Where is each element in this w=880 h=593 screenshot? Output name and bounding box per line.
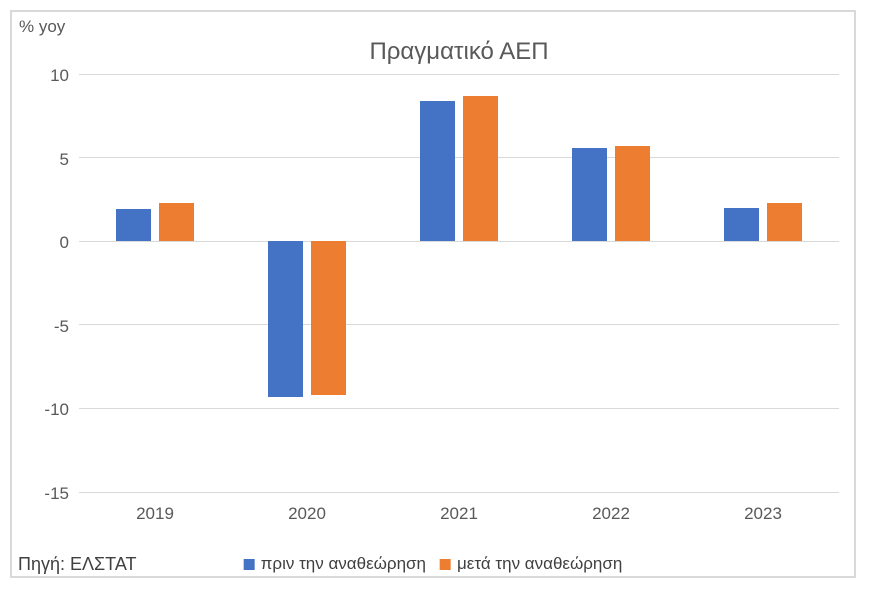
legend-swatch-icon [440,558,451,570]
bar-series2-2022 [615,145,650,242]
bar-series2-2020 [311,241,346,395]
bar-series2-2023 [767,202,802,242]
y-tick-label--15: -15 [44,484,69,503]
chart-frame: % yoy Πραγματικό ΑΕΠ 10 5 0 -5 -10 -15 2019 20… [10,10,856,578]
bar-series2-2021 [463,95,498,242]
gridline-5 [79,157,839,159]
legend-label: μετά την αναθεώρηση [457,554,623,573]
bar-series1-2019 [116,209,151,242]
y-axis-unit-label: % yoy [19,17,66,36]
bar-series2-2019 [159,202,194,242]
legend-item-series1: πριν την αναθεώρηση [243,554,426,574]
gridline--10 [79,407,839,409]
x-tick-label-2019: 2019 [136,504,174,523]
legend-label: πριν την αναθεώρηση [260,554,426,573]
y-tick-label--10: -10 [44,400,69,420]
x-tick-label-2020: 2020 [288,504,326,523]
bar-series1-2020 [268,241,303,397]
x-tick-label-2021: 2021 [440,504,478,523]
y-tick-label-5: 5 [59,149,69,169]
bar-series1-2021 [420,100,455,242]
chart-footer: Πηγή: ΕΛΣΤΑΤ πριν την αναθεώρηση μετά την… [12,552,854,578]
gridline--5 [79,324,839,326]
y-tick-label-0: 0 [59,233,69,253]
y-tick-label-10: 10 [50,66,69,85]
x-tick-label-2022: 2022 [592,504,630,523]
x-axis: 2019 2020 2021 2022 2023 [79,504,839,526]
chart-title: Πραγματικό ΑΕΠ [369,38,549,65]
plot-area: 10 5 0 -5 -10 -15 [44,67,839,502]
gridline-0 [79,240,839,242]
x-tick-label-2023: 2023 [744,504,782,523]
y-tick-label--5: -5 [53,316,69,336]
gridline-10 [79,73,839,75]
legend-item-series2: μετά την αναθεώρηση [440,554,622,574]
legend-swatch-icon [243,558,255,570]
bar-series1-2022 [572,147,607,242]
gridline--15 [79,491,839,493]
bar-series1-2023 [724,207,759,242]
legend: πριν την αναθεώρηση μετά την αναθεώρηση [243,554,622,574]
source-label: Πηγή: ΕΛΣΤΑΤ [18,554,137,574]
